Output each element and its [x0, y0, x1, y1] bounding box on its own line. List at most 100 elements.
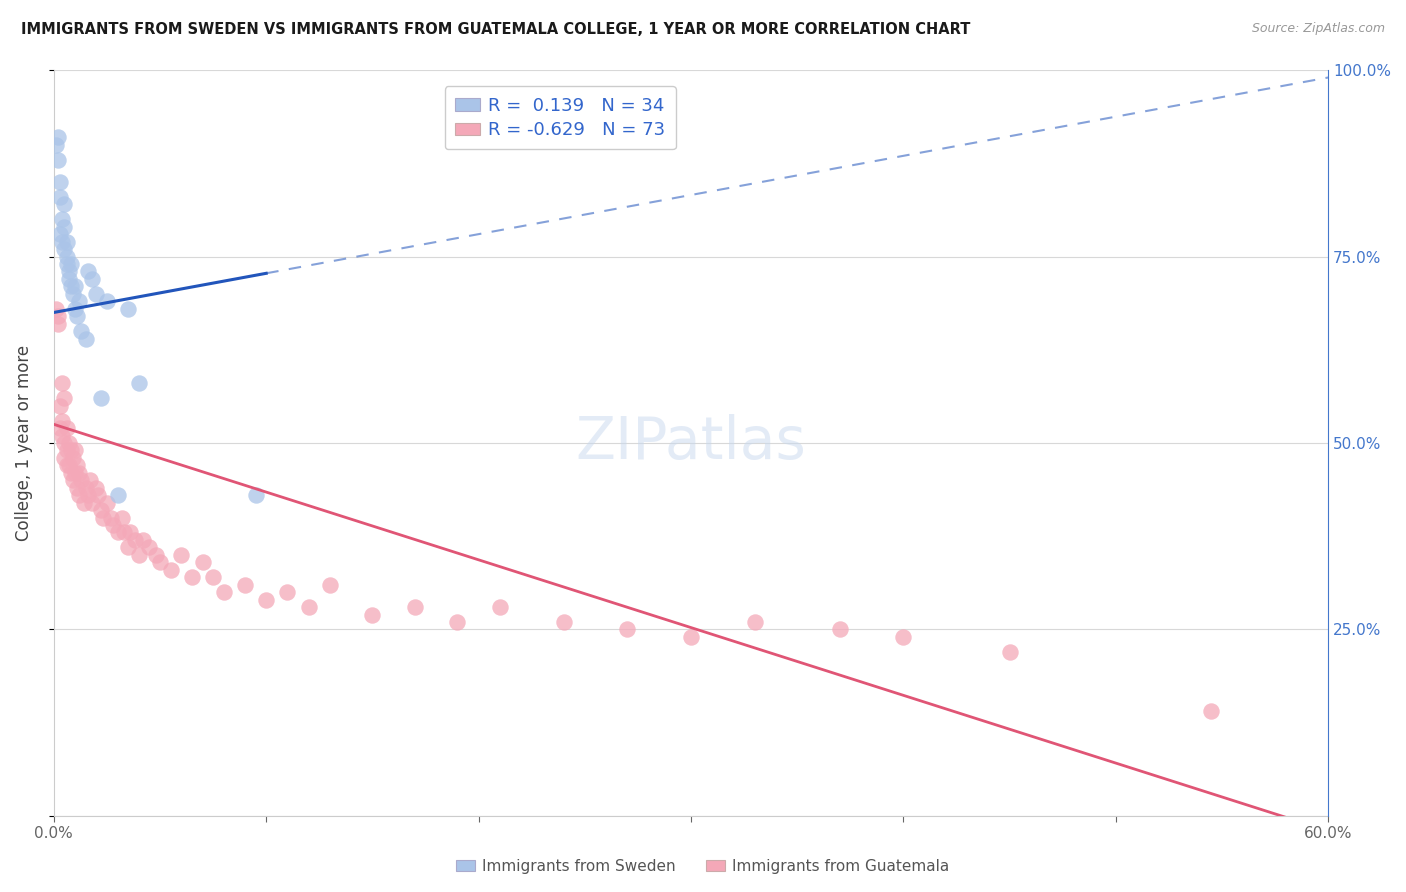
Point [62, 473, 84, 487]
Point [59, 443, 82, 458]
Point [67, 488, 90, 502]
Point [59, 257, 82, 271]
Point [75, 332, 97, 346]
Point [107, 525, 129, 540]
Point [66, 309, 89, 323]
Legend: R =  0.139   N = 34, R = -0.629   N = 73: R = 0.139 N = 34, R = -0.629 N = 73 [444, 87, 676, 149]
Point [117, 541, 139, 555]
Point [553, 615, 575, 629]
Point [51, 376, 73, 391]
Point [361, 607, 384, 622]
Text: ZIPatlas: ZIPatlas [575, 415, 807, 472]
Point [254, 592, 277, 607]
Point [124, 533, 146, 547]
Point [67, 294, 90, 309]
Point [62, 286, 84, 301]
Point [80, 272, 103, 286]
Point [49, 175, 72, 189]
Point [87, 488, 110, 502]
Point [49, 190, 72, 204]
Point [212, 585, 235, 599]
Point [828, 623, 851, 637]
Point [90, 391, 112, 405]
Point [53, 242, 76, 256]
Point [53, 197, 76, 211]
Point [55, 421, 77, 435]
Point [76, 488, 98, 502]
Point [893, 630, 915, 644]
Point [744, 615, 766, 629]
Point [998, 645, 1021, 659]
Point [1201, 705, 1223, 719]
Point [53, 436, 76, 450]
Point [170, 548, 193, 562]
Point [202, 570, 225, 584]
Point [489, 600, 512, 615]
Point [75, 481, 97, 495]
Point [58, 436, 80, 450]
Point [96, 294, 118, 309]
Point [62, 450, 84, 465]
Point [84, 481, 107, 495]
Point [51, 235, 73, 249]
Point [55, 458, 77, 473]
Point [55, 250, 77, 264]
Point [276, 585, 298, 599]
Point [66, 458, 89, 473]
Point [128, 376, 150, 391]
Point [70, 324, 93, 338]
Point [70, 473, 93, 487]
Point [49, 421, 72, 435]
Point [51, 428, 73, 442]
Point [72, 496, 94, 510]
Point [117, 301, 139, 316]
Legend: Immigrants from Sweden, Immigrants from Guatemala: Immigrants from Sweden, Immigrants from … [450, 853, 956, 880]
Point [79, 473, 101, 487]
Point [100, 510, 122, 524]
Point [138, 541, 160, 555]
Point [145, 548, 167, 562]
Point [679, 630, 702, 644]
Point [96, 496, 118, 510]
Point [319, 577, 342, 591]
Point [149, 555, 172, 569]
Point [55, 443, 77, 458]
Y-axis label: College, 1 year or more: College, 1 year or more [15, 345, 32, 541]
Point [120, 525, 142, 540]
Point [80, 496, 103, 510]
Point [107, 488, 129, 502]
Point [63, 279, 86, 293]
Text: IMMIGRANTS FROM SWEDEN VS IMMIGRANTS FROM GUATEMALA COLLEGE, 1 YEAR OR MORE CORR: IMMIGRANTS FROM SWEDEN VS IMMIGRANTS FRO… [21, 22, 970, 37]
Point [404, 600, 426, 615]
Point [59, 466, 82, 480]
Point [112, 525, 135, 540]
Point [90, 503, 112, 517]
Point [128, 548, 150, 562]
Point [46, 309, 69, 323]
Point [298, 600, 321, 615]
Point [51, 414, 73, 428]
Point [55, 257, 77, 271]
Point [45, 137, 67, 152]
Text: Source: ZipAtlas.com: Source: ZipAtlas.com [1251, 22, 1385, 36]
Point [55, 235, 77, 249]
Point [84, 286, 107, 301]
Point [49, 399, 72, 413]
Point [446, 615, 468, 629]
Point [111, 510, 134, 524]
Point [51, 212, 73, 227]
Point [63, 301, 86, 316]
Point [66, 481, 89, 495]
Point [45, 301, 67, 316]
Point [616, 623, 638, 637]
Point [67, 466, 90, 480]
Point [58, 272, 80, 286]
Point [49, 227, 72, 241]
Point [53, 219, 76, 234]
Point [63, 443, 86, 458]
Point [53, 450, 76, 465]
Point [58, 264, 80, 278]
Point [58, 458, 80, 473]
Point [46, 153, 69, 167]
Point [53, 391, 76, 405]
